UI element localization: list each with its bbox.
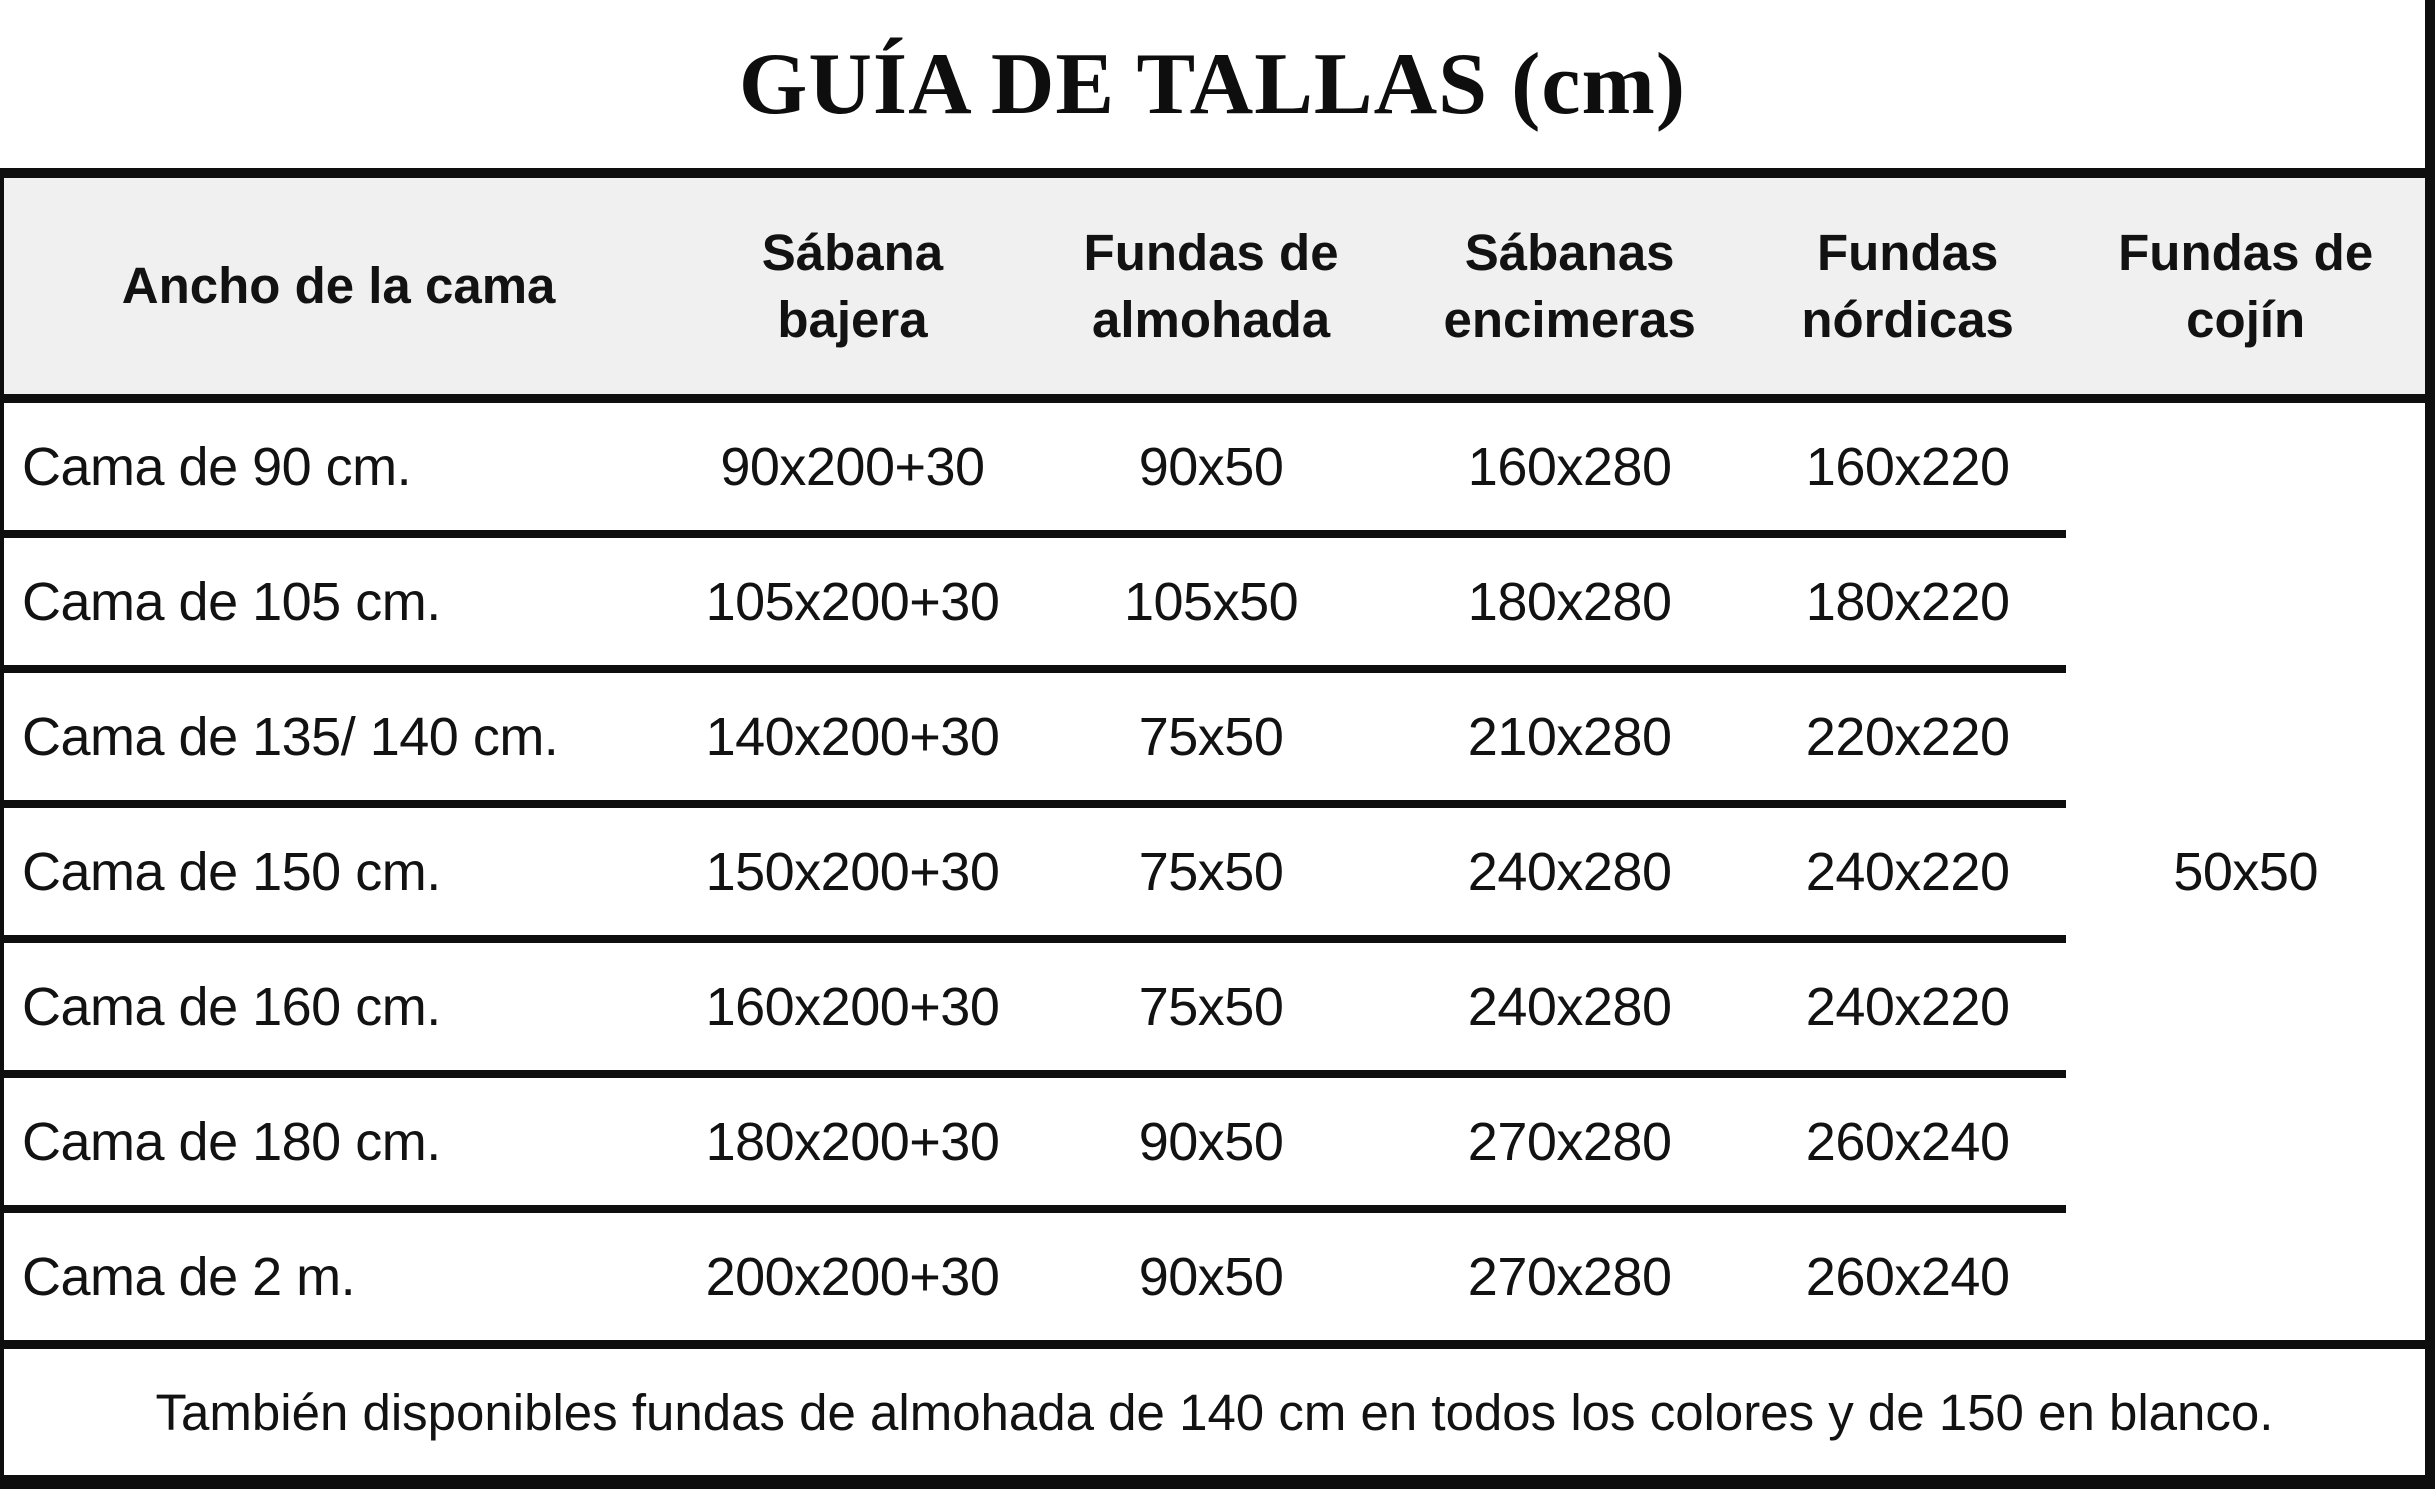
cell-fundas-almohada: 75x50 (1031, 939, 1391, 1078)
header-sabanas-encimeras: Sábanas encimeras (1390, 173, 1749, 403)
cell-sabanas-encimeras: 270x280 (1390, 1074, 1749, 1213)
cell-fundas-cojin-merged: 50x50 (2173, 841, 2318, 902)
cell-bed-width: Cama de 135/ 140 cm. (2, 669, 674, 808)
cell-fundas-nordicas: 180x220 (1748, 534, 2067, 673)
cell-fundas-nordicas: 240x220 (1748, 804, 2067, 943)
table-row-135-140: Cama de 135/ 140 cm. 140x200+30 75x50 21… (2, 669, 2425, 808)
cell-fundas-almohada: 105x50 (1031, 534, 1391, 673)
cell-sabana-bajera: 140x200+30 (673, 669, 1032, 808)
cell-sabana-bajera: 200x200+30 (705, 1246, 1000, 1307)
table-row-105: Cama de 105 cm. 105x200+30 105x50 180x28… (2, 534, 2425, 673)
cell-bed-width: Cama de 2 m. (22, 1246, 356, 1307)
cell-fundas-nordicas: 260x240 (1748, 1074, 2067, 1213)
cell-sabanas-encimeras: 240x280 (1390, 804, 1749, 943)
table-row-150: Cama de 150 cm. 150x200+30 75x50 240x280… (2, 804, 2425, 943)
cell-fundas-almohada: 90x50 (1138, 1246, 1284, 1307)
cell-bed-width: Cama de 160 cm. (2, 939, 674, 1078)
cell-sabanas-encimeras: 210x280 (1390, 669, 1749, 808)
cell-fundas-almohada: 75x50 (1031, 669, 1391, 808)
cell-bed-width: Cama de 90 cm. (2, 398, 674, 538)
cell-bed-width: Cama de 180 cm. (2, 1074, 674, 1213)
table-row-2m: Cama de 2 m. 200x200+30 90x50 270x280 26… (2, 1209, 2425, 1345)
cell-sabana-bajera: 180x200+30 (673, 1074, 1032, 1213)
header-fundas-cojin: Fundas de cojín (2066, 173, 2425, 403)
size-guide-table: Ancho de la cama Sábana bajera Fundas de… (0, 168, 2425, 1489)
header-row: Ancho de la cama Sábana bajera Fundas de… (2, 173, 2425, 403)
title-band: GUÍA DE TALLAS (cm) (0, 0, 2425, 168)
cell-fundas-nordicas: 160x220 (1748, 398, 2067, 538)
footnote-text: También disponibles fundas de almohada d… (2, 1340, 2425, 1482)
cell-sabanas-encimeras: 240x280 (1390, 939, 1749, 1078)
cell-sabana-bajera: 105x200+30 (673, 534, 1032, 673)
cell-fundas-almohada: 90x50 (1031, 1074, 1391, 1213)
page-title: GUÍA DE TALLAS (cm) (738, 35, 1687, 133)
cell-sabanas-encimeras: 180x280 (1390, 534, 1749, 673)
cell-bed-width: Cama de 105 cm. (2, 534, 674, 673)
table-row-160: Cama de 160 cm. 160x200+30 75x50 240x280… (2, 939, 2425, 1078)
header-sabana-bajera: Sábana bajera (673, 173, 1032, 403)
cell-sabanas-encimeras: 270x280 (1467, 1246, 1672, 1307)
header-fundas-almohada: Fundas de almohada (1031, 173, 1391, 403)
cell-fundas-almohada: 75x50 (1031, 804, 1391, 943)
footnote-row: También disponibles fundas de almohada d… (2, 1340, 2425, 1482)
cell-sabana-bajera: 150x200+30 (673, 804, 1032, 943)
table-row-90: Cama de 90 cm. 90x200+30 90x50 160x280 1… (2, 398, 2425, 902)
cell-fundas-nordicas: 220x220 (1748, 669, 2067, 808)
cell-sabana-bajera: 90x200+30 (673, 398, 1032, 538)
cell-bed-width: Cama de 150 cm. (2, 804, 674, 943)
table-row-180: Cama de 180 cm. 180x200+30 90x50 270x280… (2, 1074, 2425, 1213)
header-ancho-cama: Ancho de la cama (2, 173, 674, 403)
cell-sabana-bajera: 160x200+30 (673, 939, 1032, 1078)
cell-fundas-nordicas: 240x220 (1748, 939, 2067, 1078)
cell-sabanas-encimeras: 160x280 (1390, 398, 1749, 538)
cell-fundas-almohada: 90x50 (1031, 398, 1391, 538)
header-fundas-nordicas: Fundas nórdicas (1748, 173, 2067, 403)
cell-fundas-nordicas: 260x240 (1805, 1246, 2010, 1307)
